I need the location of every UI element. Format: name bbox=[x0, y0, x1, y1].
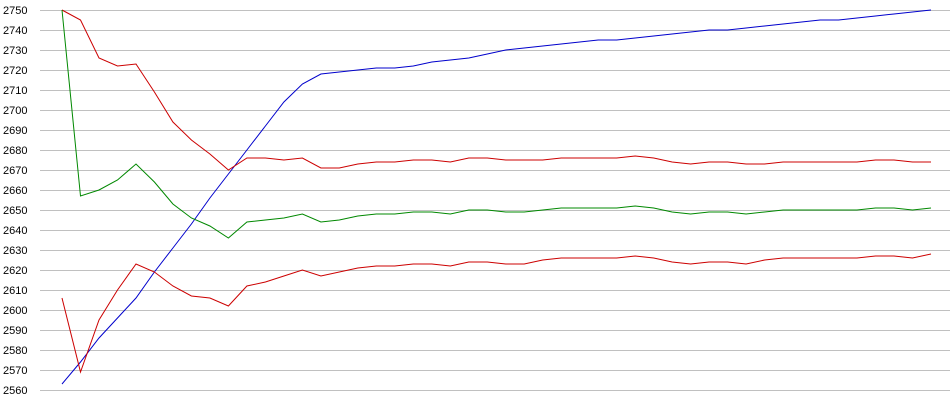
y-tick-label: 2630 bbox=[3, 245, 27, 257]
series-line bbox=[61, 9, 932, 239]
series-lines bbox=[61, 9, 932, 385]
y-axis-tick-labels: 2560 2570 2580 2590 2600 2610 2620 2630 2640 2650… bbox=[3, 5, 27, 397]
y-tick-label: 2690 bbox=[3, 125, 27, 137]
y-tick-label: 2670 bbox=[3, 165, 27, 177]
y-tick-label: 2730 bbox=[3, 45, 27, 57]
y-tick-label: 2680 bbox=[3, 145, 27, 157]
y-tick-label: 2570 bbox=[3, 365, 27, 377]
y-tick-label: 2640 bbox=[3, 225, 27, 237]
y-tick-label: 2720 bbox=[3, 65, 27, 77]
y-tick-label: 2580 bbox=[3, 345, 27, 357]
y-tick-label: 2560 bbox=[3, 385, 27, 397]
y-tick-label: 2590 bbox=[3, 325, 27, 337]
series-line bbox=[61, 9, 932, 385]
y-tick-label: 2700 bbox=[3, 105, 27, 117]
y-tick-label: 2750 bbox=[3, 5, 27, 17]
gridlines bbox=[40, 10, 950, 391]
y-tick-label: 2600 bbox=[3, 305, 27, 317]
y-tick-label: 2650 bbox=[3, 205, 27, 217]
y-tick-label: 2610 bbox=[3, 285, 27, 297]
y-tick-label: 2620 bbox=[3, 265, 27, 277]
series-line bbox=[61, 9, 931, 171]
y-tick-label: 2660 bbox=[3, 185, 27, 197]
y-tick-label: 2710 bbox=[3, 85, 27, 97]
series-line bbox=[61, 253, 932, 374]
y-tick-label: 2740 bbox=[3, 25, 27, 37]
